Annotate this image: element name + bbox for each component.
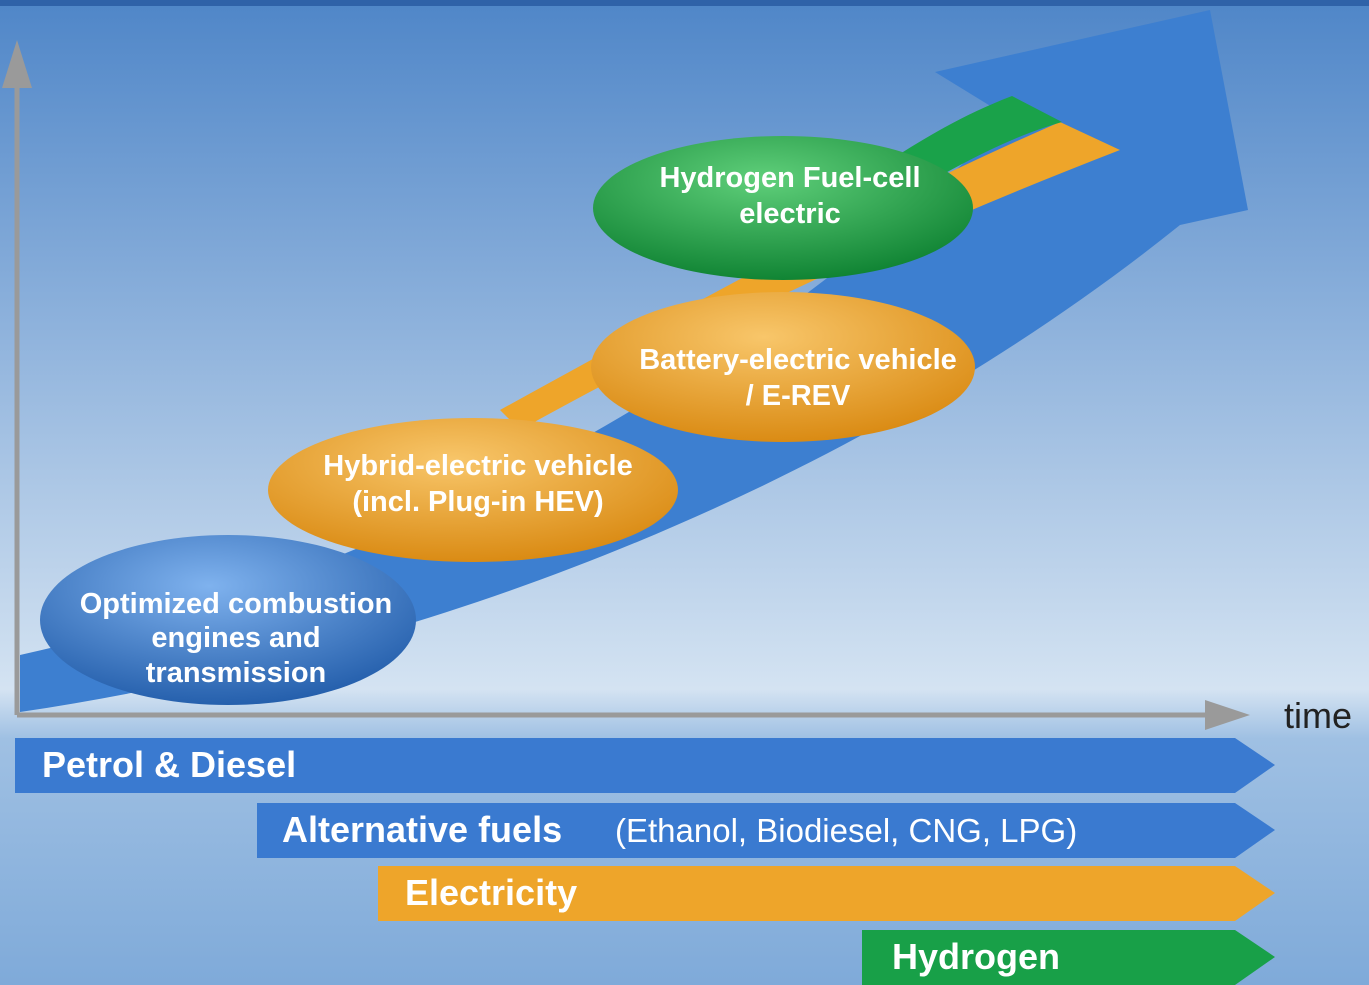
stage-label: / E-REV	[746, 380, 851, 412]
stage-label: Hydrogen Fuel-cell	[659, 162, 920, 194]
fuel-bar	[15, 738, 1275, 793]
fuel-label: Alternative fuels	[282, 809, 562, 850]
fuel-bar	[862, 930, 1275, 985]
fuel-label: Electricity	[405, 872, 577, 913]
fuel-bar	[257, 803, 1275, 858]
stage-label: electric	[739, 198, 841, 230]
stage-label: Optimized combustion	[80, 588, 393, 620]
stage-ellipse	[268, 418, 678, 562]
stage-label: (incl. Plug-in HEV)	[352, 486, 603, 518]
stage-label: Hybrid-electric vehicle	[323, 450, 632, 482]
stage-label: transmission	[146, 657, 327, 689]
fuel-label: Petrol & Diesel	[42, 744, 296, 785]
stage-ellipse	[593, 136, 973, 280]
stage-label: engines and	[151, 622, 320, 654]
x-axis-label: time	[1284, 695, 1352, 736]
stage-ellipse	[40, 535, 416, 705]
y-axis-head	[2, 40, 32, 88]
top-strip	[0, 0, 1369, 6]
x-axis-head	[1205, 700, 1250, 730]
stage-ellipse	[591, 292, 975, 442]
fuel-detail: (Ethanol, Biodiesel, CNG, LPG)	[615, 812, 1077, 849]
fuel-label: Hydrogen	[892, 936, 1060, 977]
stage-label: Battery-electric vehicle	[639, 344, 957, 376]
fuel-bar	[378, 866, 1275, 921]
